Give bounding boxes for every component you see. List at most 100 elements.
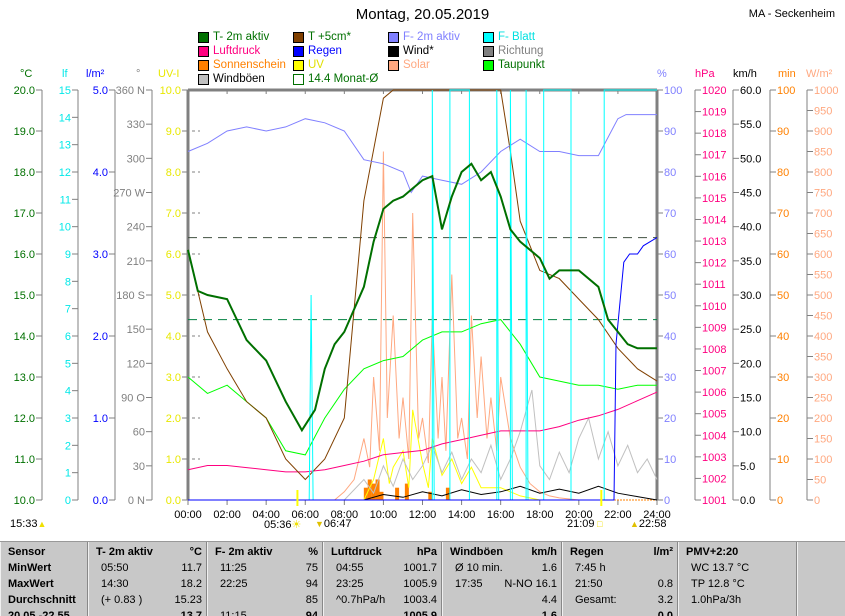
axis-unit-hpa: hPa: [695, 68, 715, 80]
legend-label: T +5cm*: [308, 31, 351, 43]
sunset: 21:09 □: [567, 518, 602, 530]
table-cell: PMV+2:20: [686, 546, 739, 558]
axis-tick-label: 70: [777, 208, 789, 220]
axis-tick-label: 1.0: [93, 413, 108, 425]
sunshine-bar: [428, 491, 433, 500]
axis-tick-label: 8.0: [166, 167, 181, 179]
x-tick-label: 18:00: [526, 509, 554, 521]
axis-tick-label: 20.0: [740, 358, 761, 370]
table-cell: 1003.4: [403, 594, 437, 606]
table-cell: 21:50: [575, 578, 603, 590]
axis-tick-label: 250: [814, 393, 832, 405]
series-t-5cm-: [187, 89, 658, 481]
table-cell: 11.7: [181, 562, 202, 574]
legend-swatch: [293, 73, 304, 85]
series-taupunkt: [187, 319, 657, 456]
legend-item: UV: [293, 59, 324, 71]
axis-tick-label: 1020: [702, 85, 726, 97]
table-cell: 7:45 h: [575, 562, 606, 574]
moonrise-time: 22:58: [638, 518, 667, 530]
axis-tick-label: 60.0: [740, 85, 761, 97]
axis-tick-label: 210: [127, 256, 145, 268]
axis-tick-label: 15.0: [14, 290, 35, 302]
series-windb-en: [188, 389, 658, 501]
axis-unit-C: °C: [20, 68, 33, 80]
statistics-table: Sensor MinWert MaxWert Durchschnitt 20.05.-2…: [0, 541, 845, 616]
axis-tick-label: 3.0: [93, 249, 108, 261]
x-tick-label: 02:00: [213, 509, 241, 521]
table-column: Luftdruck hPa 04:55 1001.7 23:25 1005.9 ^0.7hP…: [323, 542, 443, 616]
table-column-empty: [797, 542, 845, 616]
axis-tick-label: 25.0: [740, 324, 761, 336]
axis-tick-label: 150: [814, 434, 832, 446]
axis-tick-label: 60: [777, 249, 789, 261]
table-cell: 1.6: [541, 610, 557, 616]
moonset-time: 06:47: [323, 518, 352, 530]
table-cell: Regen: [570, 546, 604, 558]
axis-tick-label: 90: [664, 126, 676, 138]
axis-tick-label: 1016: [702, 171, 726, 183]
table-cell: 94: [305, 578, 318, 590]
legend-swatch: [293, 45, 304, 57]
legend-swatch: [388, 45, 399, 57]
axis-tick-label: 150: [127, 324, 145, 336]
table-cell: l/m²: [653, 546, 673, 558]
moonrise: ▲22:58: [630, 518, 666, 530]
axis-tick-label: 12.0: [14, 413, 35, 425]
axis-unit-kmh: km/h: [733, 68, 757, 80]
table-cell: km/h: [531, 546, 557, 558]
axis-unit-wm2: W/m²: [806, 68, 833, 80]
axis-tick-label: 180 S: [116, 290, 145, 302]
legend-label: F- 2m aktiv: [403, 31, 460, 43]
axis-tick-label: 100: [777, 85, 795, 97]
axis-tick-label: 200: [814, 413, 832, 425]
legend-swatch: [483, 31, 494, 43]
axis-tick-label: 80: [777, 167, 789, 179]
axis-tick-label: 35.0: [740, 256, 761, 268]
axis-tick-label: 4.0: [166, 331, 181, 343]
legend-swatch: [483, 45, 494, 57]
axis-tick-label: 1000: [814, 85, 838, 97]
axis-tick-label: 4.0: [93, 167, 108, 179]
sunshine-bar: [395, 487, 400, 500]
axis-tick-label: 1011: [702, 279, 726, 291]
table-column: Windböen km/h Ø 10 min. 1.6 17:35 N-NO 16.1 4.…: [442, 542, 563, 616]
table-cell: 3.2: [657, 594, 673, 606]
table-cell: 1001.7: [403, 562, 437, 574]
legend-item: F- 2m aktiv: [388, 31, 460, 43]
axis-tick-label: 650: [814, 229, 832, 241]
axis-tick-label: 2: [65, 440, 71, 452]
sunset-time: 21:09: [567, 518, 595, 530]
axis-tick-label: 10.0: [740, 427, 761, 439]
axis-tick-label: 330: [127, 119, 145, 131]
x-tick-label: 22:00: [604, 509, 632, 521]
axis-tick-label: 0.0: [166, 495, 181, 507]
axis-tick-label: 30: [777, 372, 789, 384]
axis-tick-label: 2.0: [166, 413, 181, 425]
legend-swatch: [198, 59, 209, 71]
legend-item: F- Blatt: [483, 31, 535, 43]
legend-swatch: [483, 59, 494, 71]
x-tick-label: 20:00: [565, 509, 593, 521]
axis-tick-label: 30.0: [740, 290, 761, 302]
table-cell: 1.0hPa/3h: [691, 594, 742, 606]
table-cell: 85: [305, 594, 318, 606]
series-uv: [363, 409, 540, 501]
sunrise: 05:36☀: [264, 518, 301, 531]
axis-tick-label: 1005: [702, 409, 726, 421]
table-cell: WC 13.7 °C: [691, 562, 750, 574]
axis-tick-label: 19.0: [14, 126, 35, 138]
table-cell: Durchschnitt: [8, 594, 76, 606]
table-cell: MinWert: [8, 562, 52, 574]
axis-tick-label: 16.0: [14, 249, 35, 261]
moonrise-icon: ▲: [630, 519, 639, 529]
sunshine-bar: [379, 491, 384, 500]
moonset: ▼06:47: [315, 518, 351, 530]
axis-tick-label: 600: [814, 249, 832, 261]
sun-icon: ▲: [37, 519, 47, 529]
table-cell: %: [308, 546, 318, 558]
table-cell: °C: [189, 546, 202, 558]
chart-title: Montag, 20.05.2019: [355, 6, 490, 23]
axis-tick-label: 5.0: [166, 290, 181, 302]
legend-label: 14.4 Monat-Ø: [308, 73, 379, 85]
